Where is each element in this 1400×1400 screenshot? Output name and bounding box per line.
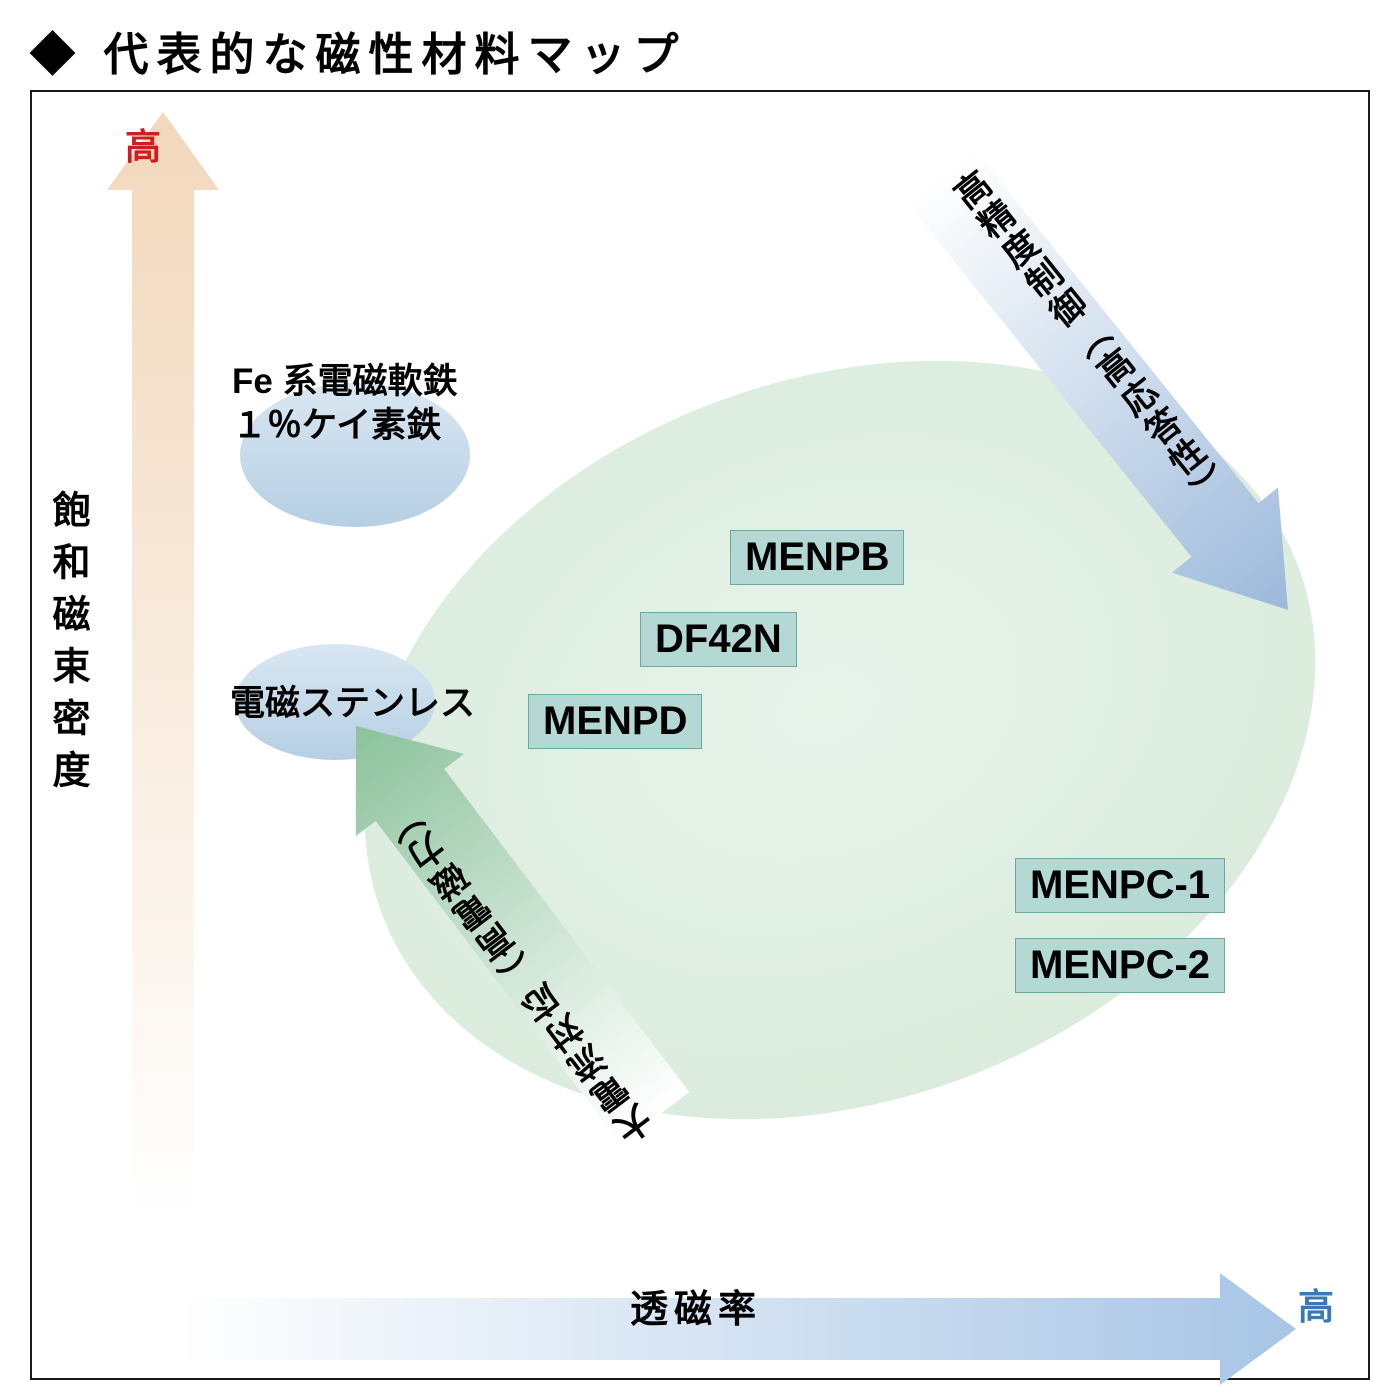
x-axis-high: 高 xyxy=(1298,1278,1334,1330)
y-axis-high: 高 xyxy=(125,118,161,170)
product-chip-menpb: MENPB xyxy=(730,530,904,585)
y-axis-arrow xyxy=(107,112,219,1218)
product-chip-menpd: MENPD xyxy=(528,694,702,749)
y-axis-label: 飽和磁束密度 xyxy=(40,490,95,802)
material-label-em-stainless: 電磁ステンレス xyxy=(230,682,475,726)
product-chip-menpc-1: MENPC-1 xyxy=(1015,858,1225,913)
x-axis-label: 透磁率 xyxy=(630,1278,762,1333)
material-label-fe-soft-iron: Fe 系電磁軟鉄１％ケイ素鉄 xyxy=(232,360,458,448)
product-chip-menpc-2: MENPC-2 xyxy=(1015,938,1225,993)
product-chip-df42n: DF42N xyxy=(640,612,797,667)
